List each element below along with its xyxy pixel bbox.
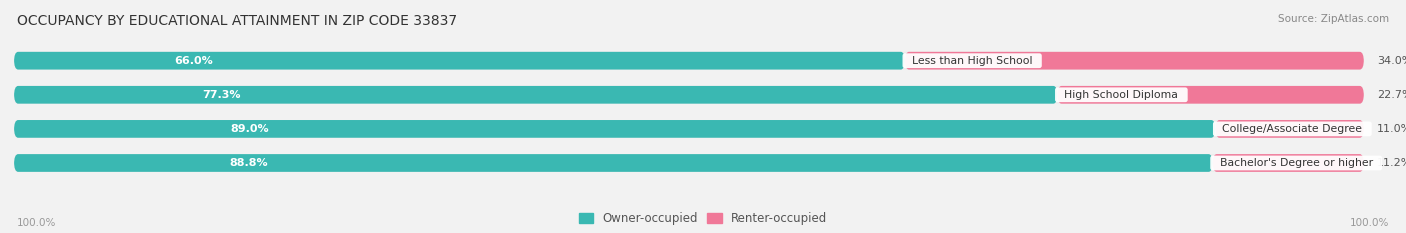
FancyBboxPatch shape — [14, 154, 1212, 172]
FancyBboxPatch shape — [14, 52, 905, 70]
Text: High School Diploma: High School Diploma — [1057, 90, 1185, 100]
FancyBboxPatch shape — [1057, 86, 1364, 104]
FancyBboxPatch shape — [1212, 154, 1364, 172]
Text: 77.3%: 77.3% — [202, 90, 240, 100]
FancyBboxPatch shape — [14, 86, 1057, 104]
FancyBboxPatch shape — [14, 120, 1215, 138]
Text: 89.0%: 89.0% — [231, 124, 269, 134]
FancyBboxPatch shape — [1215, 120, 1364, 138]
Text: Source: ZipAtlas.com: Source: ZipAtlas.com — [1278, 14, 1389, 24]
FancyBboxPatch shape — [14, 154, 1364, 172]
Text: Less than High School: Less than High School — [905, 56, 1039, 66]
Text: College/Associate Degree: College/Associate Degree — [1215, 124, 1369, 134]
Text: OCCUPANCY BY EDUCATIONAL ATTAINMENT IN ZIP CODE 33837: OCCUPANCY BY EDUCATIONAL ATTAINMENT IN Z… — [17, 14, 457, 28]
Text: 11.0%: 11.0% — [1378, 124, 1406, 134]
FancyBboxPatch shape — [14, 52, 1364, 70]
Text: 100.0%: 100.0% — [1350, 218, 1389, 228]
Legend: Owner-occupied, Renter-occupied: Owner-occupied, Renter-occupied — [579, 212, 827, 225]
FancyBboxPatch shape — [14, 86, 1364, 104]
FancyBboxPatch shape — [905, 52, 1364, 70]
Text: 100.0%: 100.0% — [17, 218, 56, 228]
Text: 22.7%: 22.7% — [1378, 90, 1406, 100]
Text: Bachelor's Degree or higher: Bachelor's Degree or higher — [1212, 158, 1379, 168]
Text: 11.2%: 11.2% — [1378, 158, 1406, 168]
Text: 34.0%: 34.0% — [1378, 56, 1406, 66]
Text: 66.0%: 66.0% — [174, 56, 214, 66]
FancyBboxPatch shape — [14, 120, 1364, 138]
Text: 88.8%: 88.8% — [229, 158, 269, 168]
